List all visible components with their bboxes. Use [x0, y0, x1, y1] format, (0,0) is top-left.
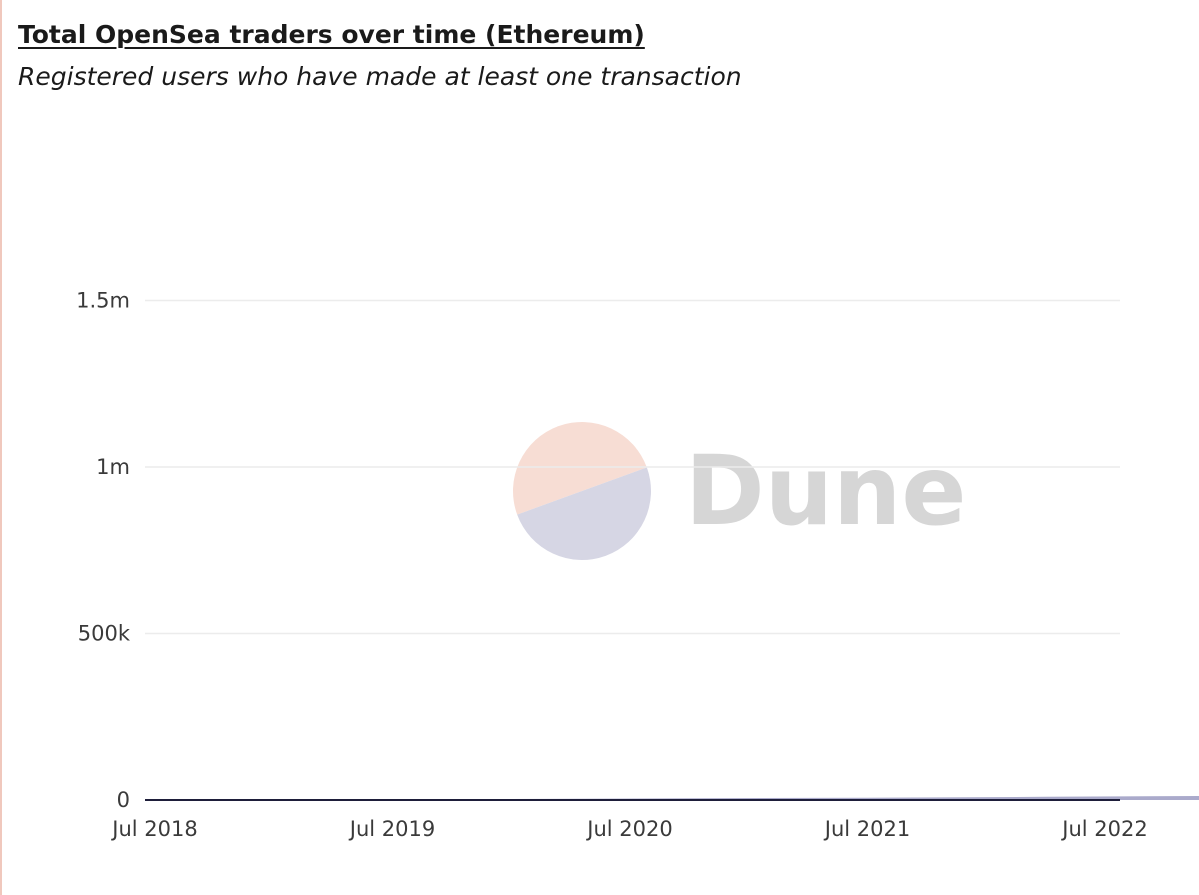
x-tick-label: Jul 2021 — [823, 817, 910, 841]
y-tick-label: 1.5m — [76, 289, 130, 313]
series-area-total-traders — [155, 795, 1199, 800]
chart-title[interactable]: Total OpenSea traders over time (Ethereu… — [18, 20, 645, 49]
y-tick-label: 0 — [117, 788, 130, 812]
chart-subtitle: Registered users who have made at least … — [18, 62, 742, 91]
y-tick-label: 500k — [78, 622, 131, 646]
grid-lines — [145, 299, 1120, 635]
dune-logo-top-half — [513, 421, 647, 515]
x-axis-ticks: Jul 2018 Jul 2019 Jul 2020 Jul 2021 Jul 2022 — [110, 817, 1147, 841]
x-tick-label: Jul 2018 — [110, 817, 197, 841]
dune-watermark: Dune — [513, 421, 966, 560]
left-accent-rule — [0, 0, 2, 895]
x-tick-label: Jul 2019 — [348, 817, 435, 841]
x-tick-label: Jul 2020 — [585, 817, 672, 841]
y-tick-label: 1m — [96, 455, 130, 479]
dune-logo-bottom-half — [517, 467, 652, 560]
y-axis-ticks: 0 500k 1m 1.5m — [76, 289, 131, 813]
x-tick-label: Jul 2022 — [1060, 817, 1147, 841]
area-layer — [155, 795, 1199, 800]
dune-wordmark: Dune — [685, 435, 966, 547]
dune-logo-icon — [513, 421, 652, 560]
